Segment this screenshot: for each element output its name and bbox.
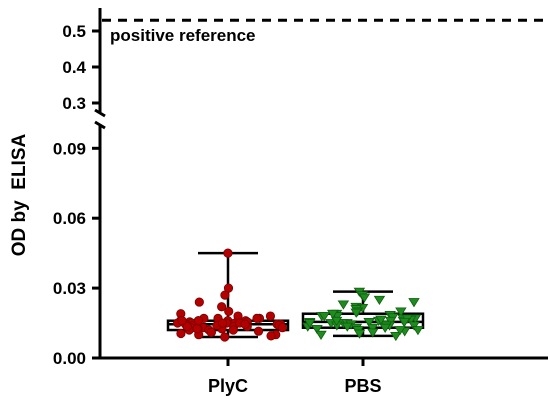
data-point bbox=[337, 300, 350, 310]
data-point bbox=[217, 318, 228, 328]
positive-reference-label: positive reference bbox=[110, 26, 256, 45]
y-tick-label: 0.00 bbox=[53, 349, 86, 368]
x-axis: PlyC PBS bbox=[208, 358, 382, 396]
y-tick-label: 0.3 bbox=[62, 94, 86, 113]
data-point bbox=[220, 332, 230, 342]
data-point bbox=[266, 331, 276, 341]
series-plyc bbox=[166, 248, 290, 342]
data-point bbox=[367, 328, 379, 338]
data-point bbox=[412, 326, 424, 336]
axis-break-mark bbox=[94, 108, 106, 118]
data-point bbox=[206, 327, 216, 337]
y-axis: 0.00 0.03 0.06 0.09 0.3 0.4 0.5 bbox=[53, 8, 548, 368]
data-point bbox=[330, 316, 343, 326]
data-point bbox=[223, 248, 233, 258]
data-point bbox=[350, 308, 362, 318]
data-point bbox=[265, 311, 276, 321]
y-tick-label: 0.5 bbox=[62, 22, 86, 41]
reference-layer: positive reference bbox=[102, 18, 548, 45]
y-axis-title: OD by ELISA bbox=[9, 133, 30, 256]
data-point bbox=[408, 298, 420, 308]
data-point bbox=[217, 302, 227, 312]
data-point bbox=[390, 331, 402, 342]
series-pbs bbox=[301, 287, 425, 342]
data-point bbox=[366, 323, 379, 333]
data-point bbox=[395, 307, 407, 317]
data-point bbox=[379, 323, 391, 333]
data-point bbox=[177, 316, 187, 326]
data-point bbox=[327, 309, 339, 319]
data-point bbox=[358, 293, 371, 303]
data-point bbox=[363, 317, 375, 328]
data-point bbox=[318, 312, 331, 322]
data-point bbox=[375, 315, 387, 325]
data-point bbox=[304, 319, 316, 329]
data-point bbox=[252, 313, 262, 323]
data-point bbox=[192, 324, 202, 334]
data-point bbox=[176, 328, 186, 339]
data-point bbox=[240, 319, 250, 329]
data-point bbox=[394, 326, 406, 336]
data-point bbox=[193, 316, 204, 326]
data-point bbox=[277, 323, 287, 333]
data-point bbox=[373, 295, 386, 306]
data-layer bbox=[166, 248, 425, 342]
x-category-label: PBS bbox=[344, 376, 381, 396]
data-point bbox=[228, 325, 238, 335]
data-point bbox=[353, 329, 366, 339]
data-point bbox=[341, 322, 354, 332]
x-category-label: PlyC bbox=[208, 376, 248, 396]
y-tick-label: 0.03 bbox=[53, 279, 86, 298]
data-point bbox=[311, 324, 323, 335]
data-point bbox=[315, 330, 327, 340]
data-point bbox=[408, 321, 420, 331]
y-tick-label: 0.06 bbox=[53, 209, 86, 228]
data-point bbox=[220, 290, 230, 300]
y-tick-label: 0.4 bbox=[62, 58, 86, 77]
data-point bbox=[398, 317, 411, 328]
axis-break-mark bbox=[94, 120, 106, 130]
data-point bbox=[253, 326, 264, 336]
data-point bbox=[194, 297, 204, 307]
data-point bbox=[182, 321, 192, 332]
y-tick-label: 0.09 bbox=[53, 139, 86, 158]
data-point bbox=[224, 306, 234, 316]
